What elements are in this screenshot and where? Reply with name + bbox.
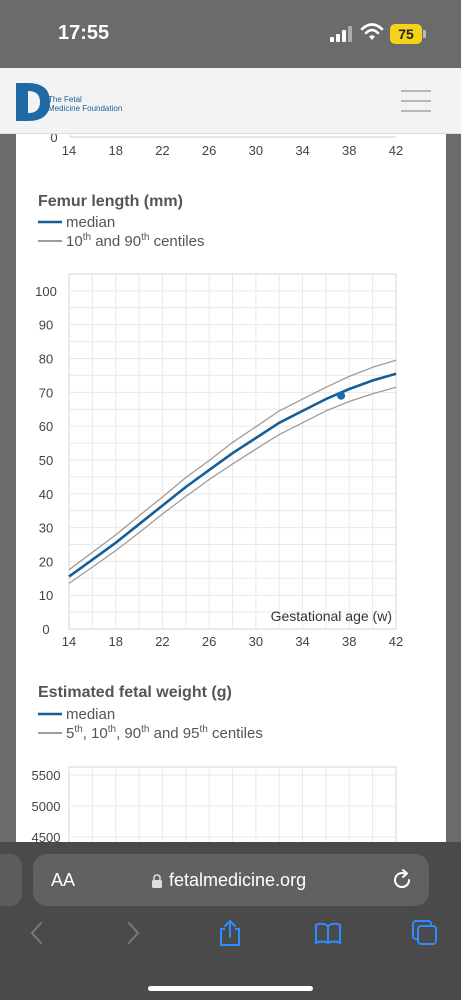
efw-y-tick-labels: 5500 5000 4500 <box>32 768 61 842</box>
browser-toolbar <box>0 918 461 958</box>
y-tick-label: 40 <box>39 487 53 502</box>
legend-centile-label: 10th and 90th centiles <box>66 232 204 250</box>
chart-points <box>337 391 346 400</box>
battery-indicator: 75 <box>390 24 422 44</box>
fmf-logo-icon[interactable] <box>12 80 52 124</box>
top-x-tick-label: 22 <box>155 143 169 158</box>
x-tick-label: 26 <box>202 634 216 649</box>
url-text[interactable]: fetalmedicine.org <box>169 870 307 890</box>
y-tick-label: 0 <box>42 622 49 637</box>
browser-bottom-bar: AA fetalmedicine.org <box>0 842 461 1000</box>
y-tick-label: 30 <box>39 521 53 536</box>
legend-median-label: median <box>66 214 115 231</box>
series-line-centile <box>68 386 397 584</box>
y-tick-label: 20 <box>39 554 53 569</box>
home-indicator <box>148 986 313 991</box>
efw-y-tick-label: 4500 <box>32 830 61 842</box>
x-tick-label: 42 <box>389 634 403 649</box>
status-time: 17:55 <box>58 22 110 44</box>
y-tick-label: 60 <box>39 419 53 434</box>
top-chart: 0 14 18 22 26 30 34 38 42 <box>50 134 403 158</box>
y-tick-label: 70 <box>39 385 53 400</box>
x-tick-label: 30 <box>249 634 263 649</box>
x-tick-label: 38 <box>342 634 356 649</box>
top-x-tick-label: 26 <box>202 143 216 158</box>
efw-legend-centile-label: 5th, 10th, 90th and 95th centiles <box>66 724 263 742</box>
battery-nub <box>423 30 426 38</box>
series-line-centile <box>68 359 397 571</box>
reload-icon[interactable] <box>390 868 414 892</box>
site-header: The Fetal Medicine Foundation <box>0 68 461 134</box>
x-tick-label: 22 <box>155 634 169 649</box>
address-bar[interactable]: AA fetalmedicine.org <box>33 854 429 906</box>
logo-line-2: Medicine Foundation <box>48 104 123 113</box>
efw-chart-grid <box>68 766 397 842</box>
top-x-tick-label: 38 <box>342 143 356 158</box>
y-tick-label: 50 <box>39 453 53 468</box>
x-tick-label: 34 <box>295 634 309 649</box>
chart-frame <box>68 273 397 630</box>
wifi-icon <box>360 23 384 40</box>
forward-icon[interactable] <box>118 918 148 948</box>
y-tick-labels: 0 10 20 30 40 50 60 70 80 90 100 <box>35 284 57 637</box>
y-tick-label: 90 <box>39 318 53 333</box>
x-tick-labels: 14 18 22 26 30 34 38 42 <box>62 634 403 649</box>
femur-chart-title: Femur length (mm) <box>38 193 183 210</box>
efw-chart: 5500 5000 4500 <box>32 766 397 842</box>
top-x-tick-label: 30 <box>249 143 263 158</box>
bookmarks-icon[interactable] <box>313 918 343 948</box>
y-tick-label: 100 <box>35 284 57 299</box>
y-tick-label: 10 <box>39 588 53 603</box>
measurement-point[interactable] <box>337 391 346 400</box>
top-x-tick-label: 18 <box>108 143 122 158</box>
chart-grid <box>68 273 397 629</box>
signal-icon <box>330 26 352 42</box>
page-content: 0 14 18 22 26 30 34 38 42 Femur length (mm) med… <box>16 134 446 842</box>
back-icon[interactable] <box>22 918 52 948</box>
efw-chart-title: Estimated fetal weight (g) <box>38 684 232 701</box>
top-chart-x-ticks: 14 18 22 26 30 34 38 42 <box>62 143 403 158</box>
y-tick-label: 80 <box>39 352 53 367</box>
previous-tab-peek[interactable] <box>0 854 22 906</box>
efw-y-tick-label: 5500 <box>32 768 61 783</box>
efw-y-tick-label: 5000 <box>32 799 61 814</box>
efw-legend-median-label: median <box>66 706 115 723</box>
top-x-tick-label: 14 <box>62 143 76 158</box>
top-x-tick-label: 42 <box>389 143 403 158</box>
hamburger-menu-icon[interactable] <box>401 90 431 112</box>
logo-line-1: The Fetal <box>48 95 82 104</box>
top-chart-y-tick: 0 <box>50 134 57 145</box>
x-tick-label: 14 <box>62 634 76 649</box>
logo-text[interactable]: The Fetal Medicine Foundation <box>48 95 122 113</box>
reader-aa-button[interactable]: AA <box>51 870 76 890</box>
top-x-tick-label: 34 <box>295 143 309 158</box>
charts-canvas: 0 14 18 22 26 30 34 38 42 Femur length (mm) med… <box>32 134 403 842</box>
share-icon[interactable] <box>215 918 245 948</box>
x-axis-label: Gestational age (w) <box>271 608 392 624</box>
tabs-icon[interactable] <box>410 918 440 948</box>
status-bar: 17:55 75 <box>0 0 461 68</box>
lock-icon <box>152 874 162 888</box>
x-tick-label: 18 <box>108 634 122 649</box>
